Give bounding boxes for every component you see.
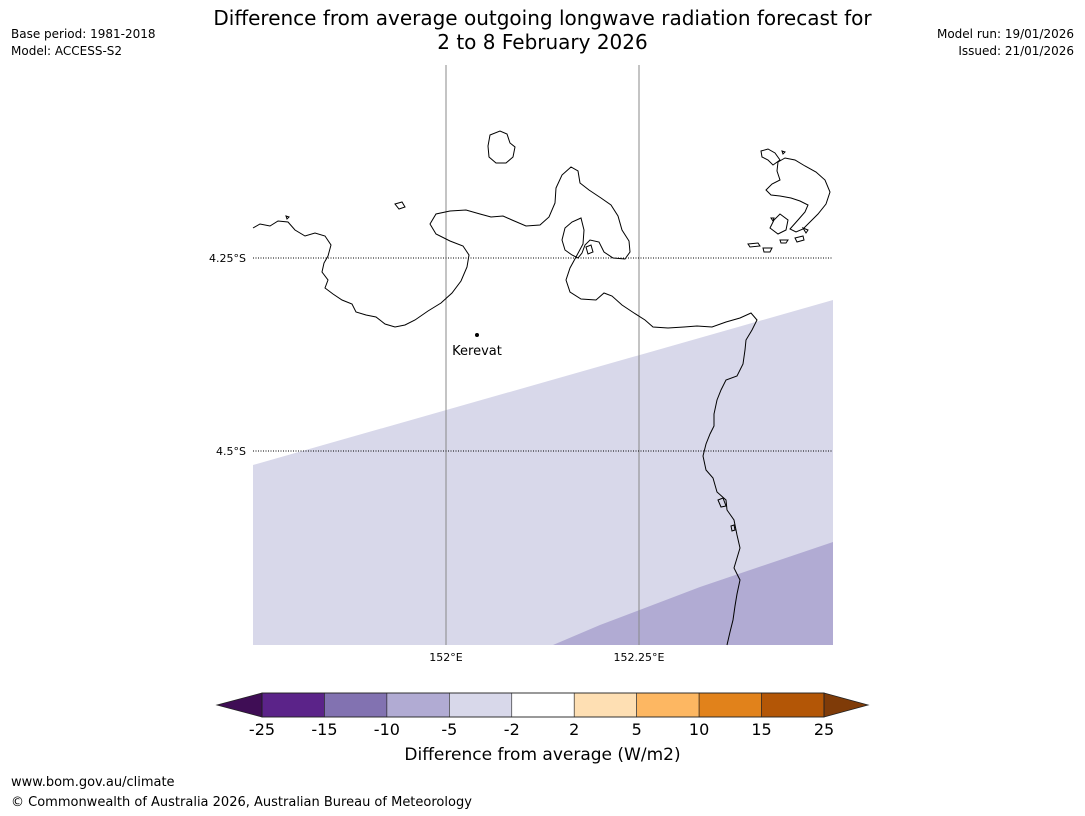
colorbar-segment	[386, 692, 450, 718]
colorbar-tick-label: 5	[631, 720, 642, 739]
colorbar-segment	[449, 692, 513, 718]
colorbar-max-arrow	[823, 692, 870, 718]
issued-text: Issued: 21/01/2026	[958, 44, 1074, 58]
colorbar-segment	[324, 692, 388, 718]
model-run-text: Model run: 19/01/2026	[936, 27, 1074, 41]
colorbar-segment	[261, 692, 325, 718]
colorbar-tick-label: -25	[248, 720, 276, 739]
colorbar-segment	[698, 692, 762, 718]
footer-copyright: © Commonwealth of Australia 2026, Austra…	[11, 795, 472, 810]
run-info: Model run: 19/01/2026 Issued: 21/01/2026	[937, 26, 1074, 60]
colorbar-tick-label: 25	[813, 720, 835, 739]
coastline	[252, 130, 831, 646]
kerevat-marker	[475, 333, 479, 337]
colorbar-segment	[761, 692, 825, 718]
lon-label-152: 152°E	[429, 651, 462, 664]
lat-label-4-5: 4.5°S	[216, 445, 246, 458]
colorbar-tick-label: 2	[569, 720, 580, 739]
map-panel: Kerevat 4.25°S 4.5°S 152°E 152.25°E	[209, 65, 833, 664]
footer-url: www.bom.gov.au/climate	[11, 775, 175, 790]
lat-label-4-25: 4.25°S	[209, 252, 246, 265]
colorbar-outline	[261, 692, 825, 718]
colorbar-segment	[511, 692, 575, 718]
colorbar-tick-label: -15	[311, 720, 338, 739]
colorbar-segment	[636, 692, 700, 718]
colorbar-title: Difference from average (W/m2)	[404, 745, 681, 765]
colorbar-tick-label: -10	[373, 720, 400, 739]
colorbar	[215, 692, 870, 718]
colorbar-segment	[573, 692, 637, 718]
lon-label-152-25: 152.25°E	[614, 651, 665, 664]
colorbar-tick-label: 10	[688, 720, 710, 739]
colorbar-segments	[261, 692, 825, 718]
map-title: Difference from average outgoing longwav…	[180, 6, 905, 54]
base-info: Base period: 1981-2018 Model: ACCESS-S2	[11, 26, 156, 60]
colorbar-tick-label: -5	[441, 720, 458, 739]
colorbar-tick-label: 15	[751, 720, 772, 739]
kerevat-label: Kerevat	[452, 344, 502, 359]
shading-dark	[553, 542, 833, 645]
colorbar-tick-label: -2	[503, 720, 520, 739]
colorbar-min-arrow	[215, 692, 263, 718]
shading-light	[253, 300, 833, 645]
model-text: Model: ACCESS-S2	[11, 44, 123, 58]
title-line-2: 2 to 8 February 2026	[437, 30, 648, 54]
base-period-text: Base period: 1981-2018	[11, 27, 156, 41]
title-line-1: Difference from average outgoing longwav…	[213, 6, 872, 30]
